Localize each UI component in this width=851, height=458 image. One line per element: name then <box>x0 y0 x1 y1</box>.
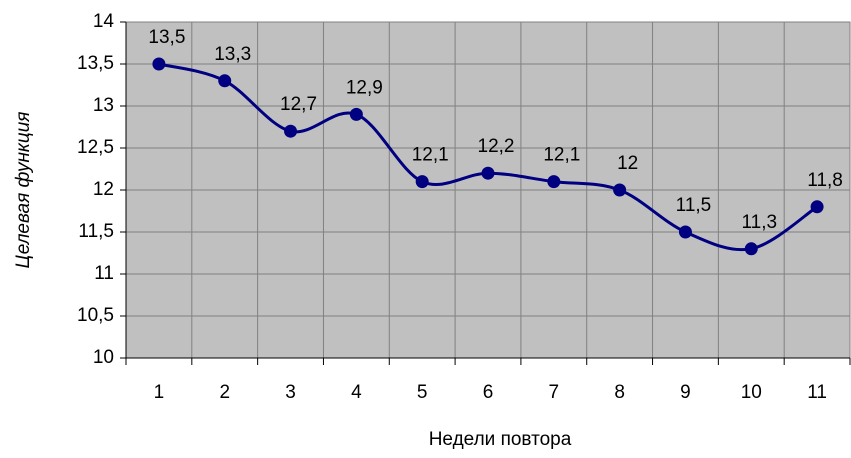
marker <box>613 183 627 197</box>
y-tick-label: 13,5 <box>77 53 114 74</box>
y-tick-label: 10,5 <box>77 305 114 326</box>
data-label: 11,8 <box>807 170 843 191</box>
marker <box>349 107 363 121</box>
marker <box>152 57 166 71</box>
marker <box>810 200 824 214</box>
data-label: 11,3 <box>741 212 777 233</box>
x-tick-label: 8 <box>614 382 625 403</box>
x-tick-label: 5 <box>417 382 428 403</box>
marker <box>678 225 692 239</box>
x-tick-label: 6 <box>483 382 494 403</box>
data-label: 12 <box>617 153 638 174</box>
marker <box>284 124 298 138</box>
y-tick-label: 11 <box>94 263 114 284</box>
x-tick-label: 9 <box>680 382 691 403</box>
marker <box>481 166 495 180</box>
x-tick-label: 2 <box>219 382 230 403</box>
data-label: 13,3 <box>214 44 251 65</box>
marker <box>547 175 561 189</box>
marker <box>218 74 232 88</box>
x-axis-title: Недели повтора <box>429 429 572 450</box>
x-tick-label: 3 <box>285 382 296 403</box>
data-label: 12,1 <box>543 145 580 166</box>
y-tick-label: 11,5 <box>78 221 114 242</box>
data-label: 12,1 <box>412 145 449 166</box>
y-tick-label: 10 <box>93 347 114 368</box>
x-tick-label: 7 <box>549 382 560 403</box>
line <box>158 62 818 252</box>
x-tick-label: 4 <box>351 382 362 403</box>
marker <box>744 242 758 256</box>
x-tick-label: 1 <box>154 382 165 403</box>
x-tick-label: 11 <box>807 382 827 403</box>
y-axis-title: Целевая функция <box>13 112 34 269</box>
x-tick-label: 10 <box>741 382 762 403</box>
data-label: 12,2 <box>478 136 515 157</box>
data-label: 12,7 <box>280 94 317 115</box>
y-tick-label: 12 <box>93 179 114 200</box>
data-label: 11,5 <box>676 195 712 216</box>
data-label: 13,5 <box>148 27 185 48</box>
marker <box>415 175 429 189</box>
y-tick-label: 14 <box>93 11 115 32</box>
data-label: 12,9 <box>346 77 383 98</box>
y-tick-label: 12,5 <box>77 137 114 158</box>
y-tick-label: 13 <box>93 95 114 116</box>
